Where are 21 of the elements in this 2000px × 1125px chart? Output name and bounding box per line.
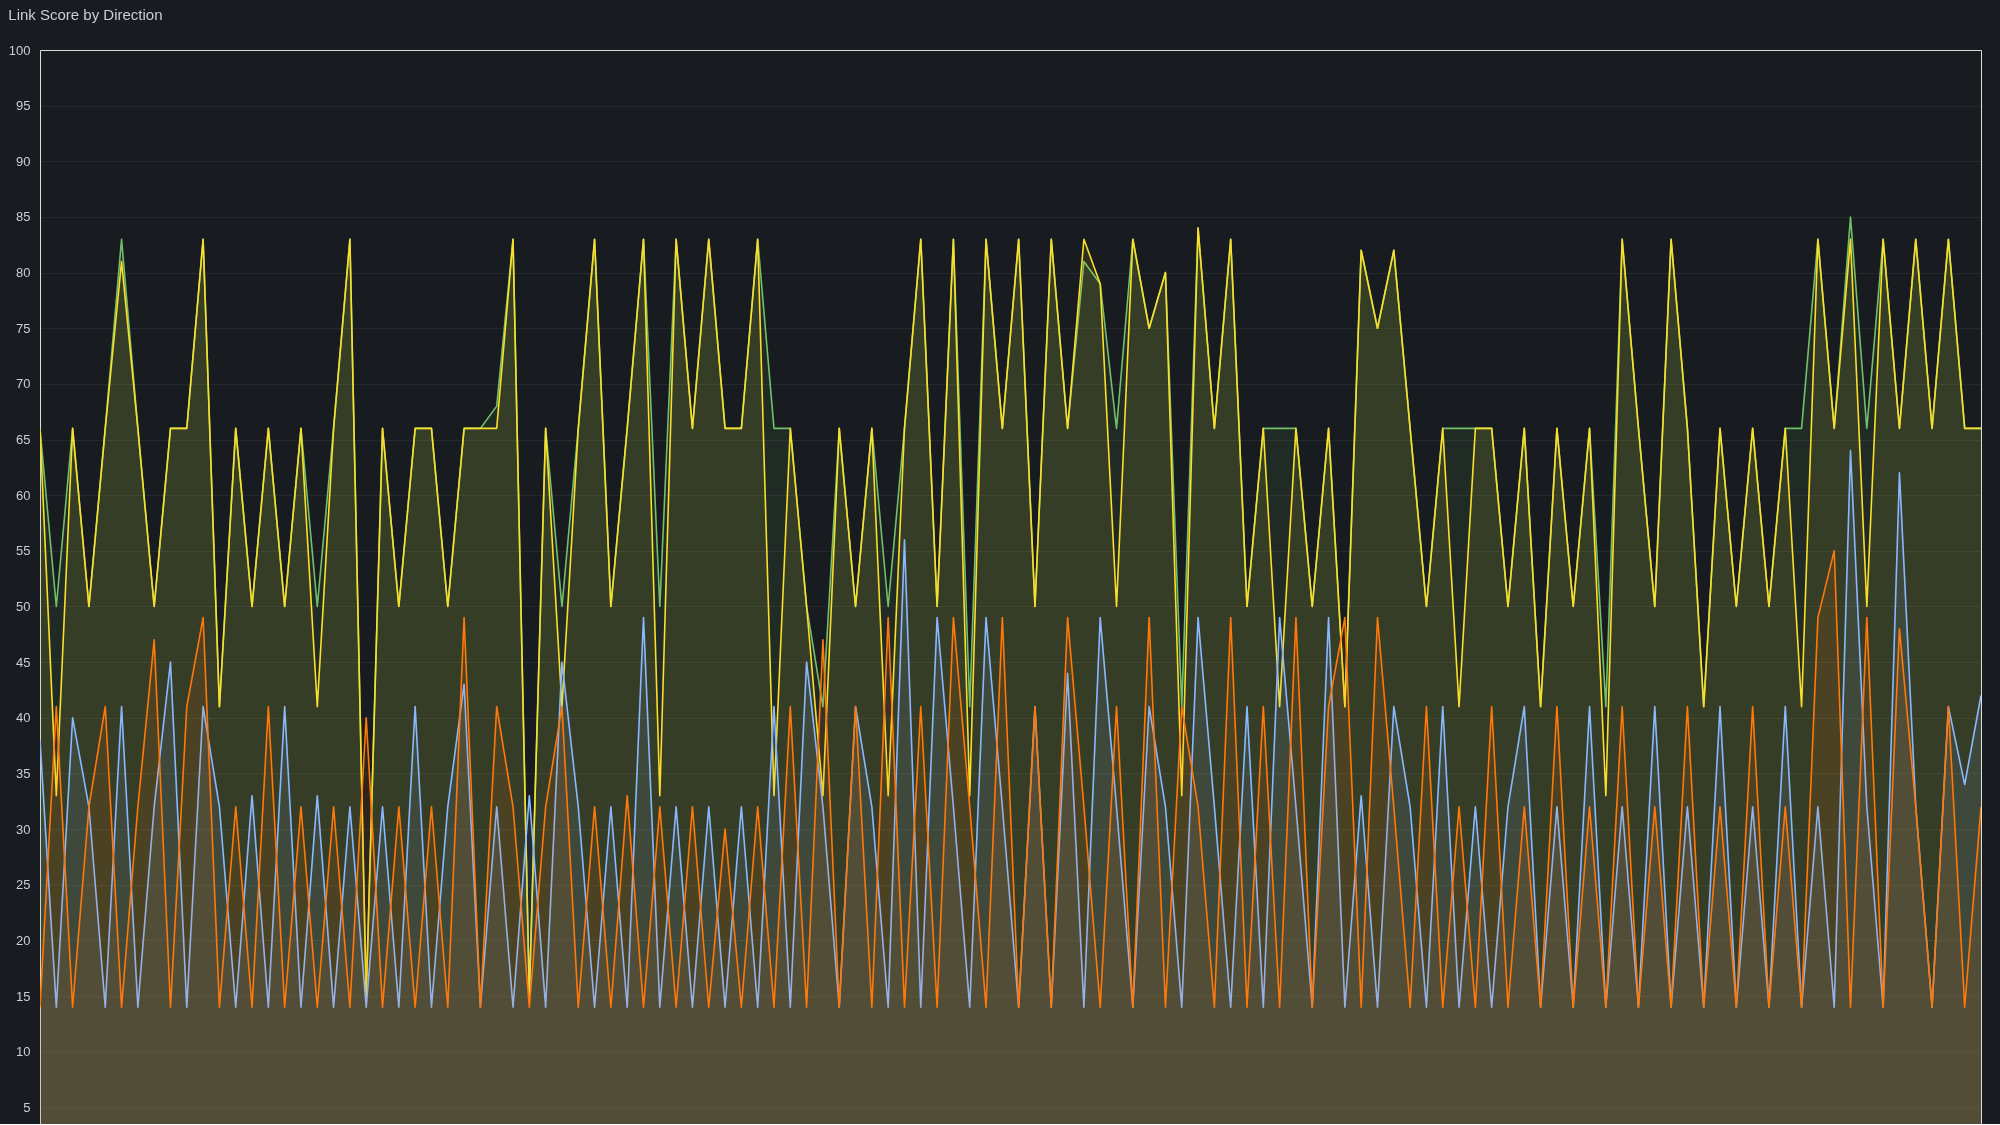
- y-tick-label: 15: [16, 988, 31, 1004]
- y-tick-label: 60: [16, 487, 31, 503]
- y-tick-label: 20: [16, 932, 31, 948]
- y-tick-label: 45: [16, 654, 31, 670]
- y-tick-label: 70: [16, 376, 31, 392]
- y-tick-label: 25: [16, 877, 31, 893]
- y-tick-label: 40: [16, 710, 31, 726]
- y-tick-label: 90: [16, 153, 31, 169]
- y-tick-label: 80: [16, 265, 31, 281]
- y-tick-label: 65: [16, 432, 31, 448]
- y-tick-label: 30: [16, 821, 31, 837]
- y-tick-label: 75: [16, 320, 31, 336]
- chart-title: Link Score by Direction: [8, 6, 163, 23]
- y-tick-label: 50: [16, 598, 31, 614]
- y-tick-label: 55: [16, 543, 31, 559]
- y-tick-label: 100: [8, 42, 31, 58]
- y-tick-label: 10: [16, 1044, 31, 1060]
- y-tick-label: 85: [16, 209, 31, 225]
- y-tick-label: 5: [23, 1099, 31, 1115]
- y-tick-label: 35: [16, 765, 31, 781]
- y-tick-label: 95: [16, 98, 31, 114]
